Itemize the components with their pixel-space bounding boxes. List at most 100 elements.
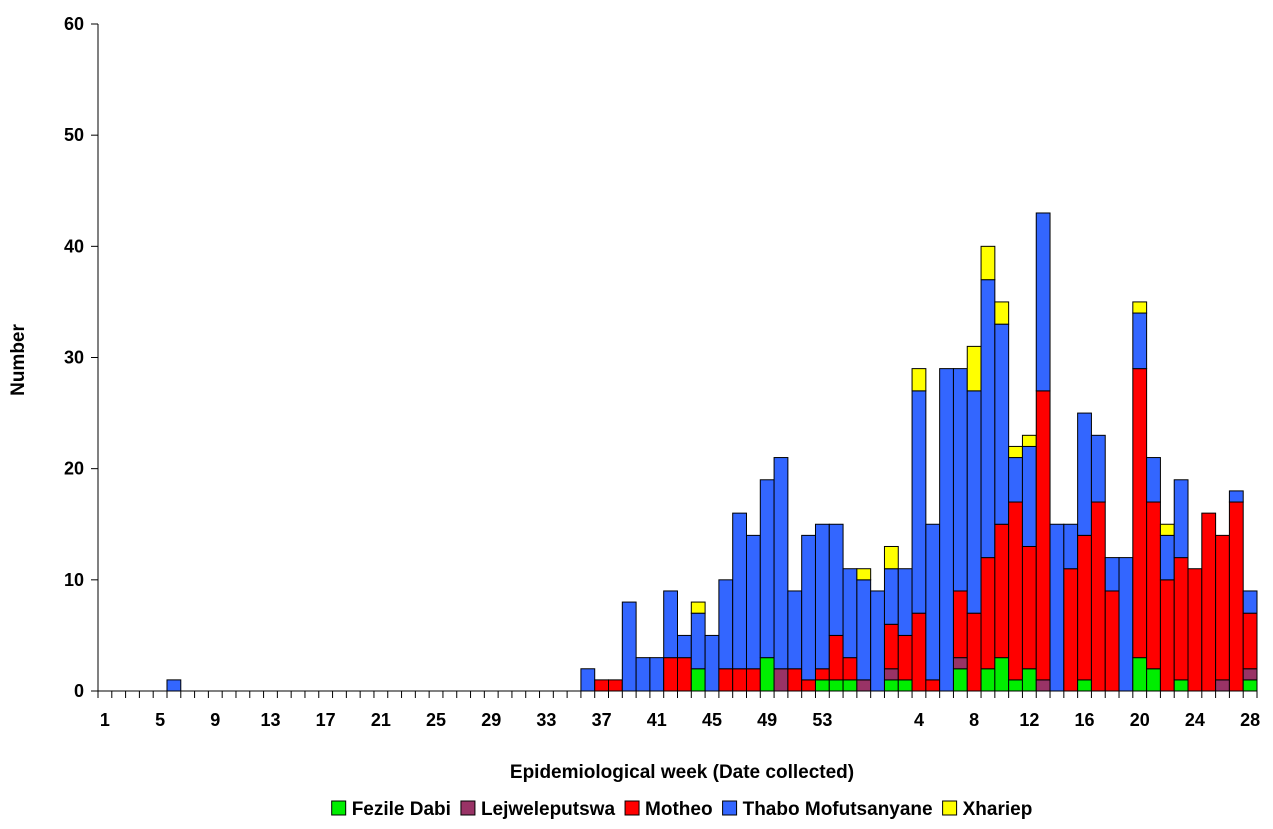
bar-xhariep-59 xyxy=(911,368,927,392)
bar-lejweleputswa-49 xyxy=(773,668,789,692)
x-tick-label-4: 5 xyxy=(155,710,165,730)
bar-fezile-dabi-48 xyxy=(759,657,775,692)
bar-xhariep-67 xyxy=(1021,434,1037,447)
legend-swatch-lejweleputswa xyxy=(460,800,476,816)
bar-motheo-76 xyxy=(1146,501,1161,670)
bar-fezile-dabi-66 xyxy=(1008,679,1023,692)
y-axis-title: Number xyxy=(8,324,29,396)
bar-motheo-80 xyxy=(1201,512,1217,692)
bar-motheo-77 xyxy=(1159,579,1175,692)
bar-thabo-mofutsanyane-57 xyxy=(883,568,899,625)
bar-thabo-mofutsanyane-49 xyxy=(773,457,789,670)
x-tick-label-79: 24 xyxy=(1185,710,1205,730)
bar-fezile-dabi-62 xyxy=(952,668,968,692)
bar-fezile-dabi-57 xyxy=(883,679,899,692)
bar-motheo-68 xyxy=(1035,390,1051,681)
bar-thabo-mofutsanyane-43 xyxy=(690,612,706,670)
bar-thabo-mofutsanyane-41 xyxy=(663,590,679,659)
bar-xhariep-63 xyxy=(966,345,982,392)
bar-motheo-53 xyxy=(828,634,844,681)
legend-swatch-fezile-dabi xyxy=(331,800,347,816)
bar-thabo-mofutsanyane-64 xyxy=(980,279,996,559)
bar-thabo-mofutsanyane-38 xyxy=(621,601,637,692)
bar-thabo-mofutsanyane-69 xyxy=(1049,523,1065,692)
bar-motheo-83 xyxy=(1242,612,1258,670)
bar-motheo-54 xyxy=(842,657,858,681)
x-tick-label-20: 21 xyxy=(371,710,391,730)
x-tick-label-75: 20 xyxy=(1130,710,1150,730)
bar-thabo-mofutsanyane-66 xyxy=(1008,457,1023,503)
bar-fezile-dabi-71 xyxy=(1077,679,1092,692)
bar-fezile-dabi-76 xyxy=(1146,668,1161,692)
bar-thabo-mofutsanyane-54 xyxy=(842,568,858,659)
x-tick-label-12: 13 xyxy=(260,710,280,730)
bar-xhariep-75 xyxy=(1132,301,1148,314)
bar-thabo-mofutsanyane-60 xyxy=(925,523,941,681)
bar-motheo-36 xyxy=(594,679,610,692)
bar-motheo-82 xyxy=(1228,501,1244,692)
bar-lejweleputswa-68 xyxy=(1035,679,1051,692)
bar-thabo-mofutsanyane-70 xyxy=(1063,523,1079,570)
bar-thabo-mofutsanyane-42 xyxy=(677,634,692,659)
bar-motheo-66 xyxy=(1008,501,1023,681)
bar-lejweleputswa-83 xyxy=(1242,668,1258,681)
bar-fezile-dabi-64 xyxy=(980,668,996,692)
x-tick-label-67: 12 xyxy=(1019,710,1039,730)
bar-motheo-64 xyxy=(980,557,996,670)
x-tick-label-52: 53 xyxy=(812,710,832,730)
bar-motheo-52 xyxy=(814,668,830,681)
y-tick-label-60: 60 xyxy=(64,14,84,34)
bar-motheo-75 xyxy=(1132,368,1148,659)
bar-thabo-mofutsanyane-67 xyxy=(1021,445,1037,547)
bar-motheo-78 xyxy=(1173,557,1189,681)
bar-thabo-mofutsanyane-62 xyxy=(952,368,968,592)
x-tick-label-8: 9 xyxy=(210,710,220,730)
bar-thabo-mofutsanyane-71 xyxy=(1077,412,1092,536)
bar-motheo-46 xyxy=(732,668,747,692)
bar-motheo-81 xyxy=(1215,534,1230,681)
y-tick-label-30: 30 xyxy=(64,348,84,368)
y-tick-label-40: 40 xyxy=(64,236,84,256)
bar-fezile-dabi-75 xyxy=(1132,657,1148,692)
bar-motheo-62 xyxy=(952,590,968,659)
y-axis: 0 10 20 30 40 50 60 xyxy=(64,14,99,701)
bar-thabo-mofutsanyane-5 xyxy=(166,679,182,692)
bar-thabo-mofutsanyane-83 xyxy=(1242,590,1258,614)
bar-xhariep-77 xyxy=(1159,523,1175,536)
bar-thabo-mofutsanyane-46 xyxy=(732,512,747,670)
bar-thabo-mofutsanyane-61 xyxy=(939,368,954,692)
x-tick-label-83: 28 xyxy=(1240,710,1260,730)
bar-fezile-dabi-65 xyxy=(994,657,1010,692)
y-tick-label-50: 50 xyxy=(64,125,84,145)
bar-motheo-47 xyxy=(745,668,761,692)
bar-xhariep-64 xyxy=(980,245,996,281)
bar-xhariep-57 xyxy=(883,545,899,570)
bar-lejweleputswa-81 xyxy=(1215,679,1230,692)
bar-motheo-72 xyxy=(1090,501,1106,692)
bar-thabo-mofutsanyane-44 xyxy=(704,634,720,692)
bar-thabo-mofutsanyane-82 xyxy=(1228,490,1244,503)
legend: Fezile Dabi Lejweleputswa Motheo Thabo Mofu… xyxy=(331,799,1032,820)
bar-thabo-mofutsanyane-72 xyxy=(1090,434,1106,503)
x-tick-label-24: 25 xyxy=(426,710,446,730)
bar-fezile-dabi-43 xyxy=(690,668,706,692)
bar-motheo-58 xyxy=(897,634,913,681)
bar-motheo-37 xyxy=(608,679,623,692)
bar-xhariep-55 xyxy=(856,568,872,581)
bar-motheo-79 xyxy=(1187,568,1203,692)
bar-thabo-mofutsanyane-39 xyxy=(635,657,651,692)
x-tick-label-71: 16 xyxy=(1075,710,1095,730)
legend-swatch-thabo-mofutsanyane xyxy=(722,800,738,816)
bar-motheo-45 xyxy=(718,668,734,692)
bar-fezile-dabi-67 xyxy=(1021,668,1037,692)
bar-thabo-mofutsanyane-63 xyxy=(966,390,982,614)
bar-thabo-mofutsanyane-78 xyxy=(1173,479,1189,559)
bar-motheo-41 xyxy=(663,657,679,692)
bar-thabo-mofutsanyane-58 xyxy=(897,568,913,636)
bar-thabo-mofutsanyane-59 xyxy=(911,390,927,614)
bar-motheo-73 xyxy=(1104,590,1120,692)
bar-thabo-mofutsanyane-77 xyxy=(1159,534,1175,581)
bar-thabo-mofutsanyane-75 xyxy=(1132,312,1148,370)
bar-xhariep-43 xyxy=(690,601,706,614)
bar-motheo-70 xyxy=(1063,568,1079,692)
